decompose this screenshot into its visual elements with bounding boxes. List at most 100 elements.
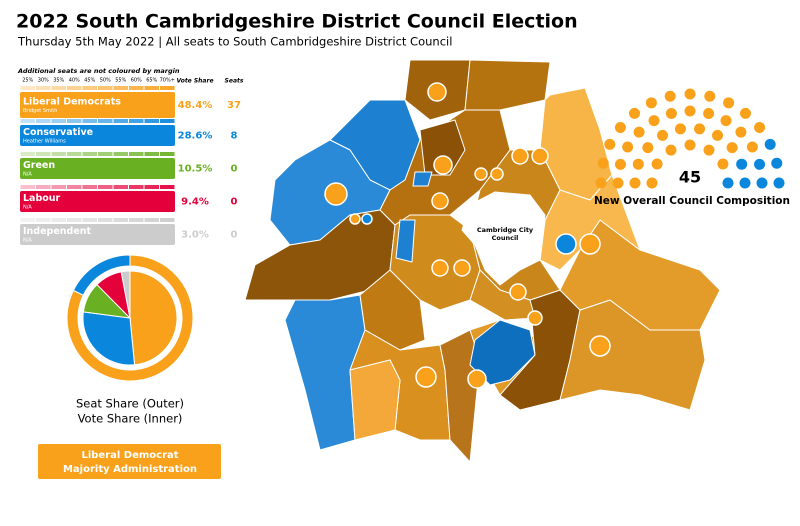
margin-swatch <box>129 86 144 90</box>
margin-label: 50% <box>100 78 111 84</box>
seat-share-arc <box>72 254 131 296</box>
margin-swatch <box>98 119 113 123</box>
result-text: Majority Administration <box>63 464 197 475</box>
ward-seat <box>579 233 601 255</box>
ward-seat <box>427 82 447 102</box>
margin-swatch <box>20 86 35 90</box>
ward-seat <box>555 233 577 255</box>
margin-swatch <box>113 185 128 189</box>
party-leader: N/A <box>23 238 32 244</box>
margin-swatch <box>98 185 113 189</box>
party-bar <box>20 92 175 118</box>
margin-swatch <box>51 86 66 90</box>
margin-label: 40% <box>69 78 80 84</box>
seat-dot <box>648 115 660 127</box>
margin-swatch <box>160 185 175 189</box>
ward-seat <box>453 259 471 277</box>
city-label: Cambridge City Council <box>476 226 534 242</box>
vote-share-slice <box>120 270 131 319</box>
margin-label: 55% <box>115 78 126 84</box>
ward-seat <box>509 283 527 301</box>
party-bar <box>20 191 175 212</box>
margin-swatch <box>36 218 51 222</box>
margin-swatch <box>129 185 144 189</box>
seat-dot <box>632 158 644 170</box>
donut-caption: Vote Share (Inner) <box>78 412 183 426</box>
party-leader: Bridget Smith <box>23 108 57 114</box>
seat-dot <box>629 177 641 189</box>
margin-swatch <box>67 218 82 222</box>
party-name: Conservative <box>23 127 93 138</box>
margin-swatch <box>51 218 66 222</box>
ward <box>419 119 466 176</box>
party-leader: Heather Williams <box>23 139 66 145</box>
seats: 0 <box>231 230 238 241</box>
margin-swatch <box>144 119 159 123</box>
ward <box>412 171 433 187</box>
ward-seat <box>349 213 361 225</box>
seat-dot <box>622 141 634 153</box>
margin-label: 60% <box>131 78 142 84</box>
seat-dot <box>703 144 715 156</box>
margin-label: 70%+ <box>160 78 175 84</box>
margin-swatch <box>36 86 51 90</box>
ward-seat <box>433 155 453 175</box>
margin-swatch <box>113 86 128 90</box>
seat-dot <box>645 97 657 109</box>
seat-dot <box>694 123 706 135</box>
seat-dot <box>754 158 766 170</box>
margin-swatch <box>160 86 175 90</box>
city-area <box>461 191 546 286</box>
margin-label: 35% <box>53 78 64 84</box>
seat-dot <box>604 138 616 150</box>
margin-swatch <box>160 152 175 156</box>
margin-label: 25% <box>22 78 33 84</box>
margin-swatch <box>129 152 144 156</box>
seat-dot <box>739 177 751 189</box>
margin-swatch <box>36 152 51 156</box>
margin-swatch <box>98 86 113 90</box>
seat-dot <box>642 142 654 154</box>
seat-dot <box>684 139 696 151</box>
result-box <box>38 444 221 479</box>
seat-total: 45 <box>679 168 701 187</box>
vote-share: 48.4% <box>178 100 213 111</box>
ward-seat <box>415 366 437 388</box>
column-header: Vote Share <box>176 78 213 85</box>
ward-seat <box>431 259 449 277</box>
ward <box>469 319 536 386</box>
margin-swatch <box>20 152 35 156</box>
margin-swatch <box>98 218 113 222</box>
seat-dot <box>612 177 624 189</box>
seat-dot <box>756 177 768 189</box>
seat-dot <box>684 88 696 100</box>
seat-dot <box>657 129 668 141</box>
margin-swatch <box>82 152 97 156</box>
margin-swatch <box>20 218 35 222</box>
party-leader: N/A <box>23 205 32 211</box>
seat-dot <box>597 157 609 169</box>
margin-swatch <box>98 152 113 156</box>
seats: 0 <box>231 164 238 175</box>
ward-seat <box>361 213 373 225</box>
ward-seat <box>531 147 549 165</box>
seat-dot <box>726 142 738 154</box>
seat-dot <box>736 158 748 170</box>
seat-dot <box>614 158 626 170</box>
ward-seat <box>527 310 543 326</box>
seat-dot <box>703 107 715 119</box>
margin-swatch <box>144 218 159 222</box>
seat-dot <box>684 105 696 117</box>
seat-dot <box>739 107 751 119</box>
seats: 37 <box>227 100 241 111</box>
title: 2022 South Cambridgeshire District Counc… <box>16 11 578 33</box>
margin-swatch <box>129 119 144 123</box>
margin-swatch <box>160 218 175 222</box>
margin-swatch <box>113 119 128 123</box>
seat-dot <box>720 115 732 127</box>
margin-swatch <box>51 185 66 189</box>
seat-dot <box>773 177 785 189</box>
column-header: Seats <box>225 78 244 85</box>
party-bar <box>20 125 175 146</box>
